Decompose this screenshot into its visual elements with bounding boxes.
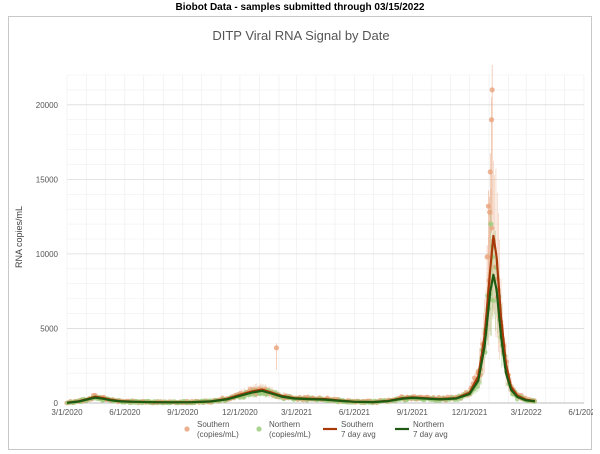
legend-sublabel: (copies/mL) — [197, 430, 239, 439]
chart-title: DITP Viral RNA Signal by Date — [212, 28, 389, 43]
grid-lines — [66, 74, 585, 404]
x-tick-label: 3/1/2021 — [281, 408, 313, 417]
y-tick-label: 10000 — [36, 250, 59, 259]
southern-point — [485, 203, 491, 209]
x-tick-label: 3/1/2022 — [511, 408, 543, 417]
x-tick-label: 6/1/2022 — [568, 408, 593, 417]
signal-bands — [66, 64, 536, 403]
y-axis-label: RNA copies/mL — [14, 206, 24, 268]
x-tick-label: 12/1/2021 — [452, 408, 488, 417]
legend: Southern(copies/mL)Northern(copies/mL)So… — [184, 420, 448, 439]
y-tick-labels: 0 5000 10000 15000 20000 — [36, 101, 59, 408]
x-tick-label: 9/1/2020 — [167, 408, 199, 417]
rna-signal-chart: DITP Viral RNA Signal by Date 0 5000 10000… — [14, 28, 593, 439]
northern-point — [488, 221, 494, 227]
chart-frame: DITP Viral RNA Signal by Date 0 5000 10000… — [8, 16, 593, 450]
y-tick-label: 5000 — [40, 324, 58, 333]
legend-label: Northern — [413, 420, 444, 429]
legend-swatch-point — [184, 426, 190, 432]
x-tick-label: 9/1/2021 — [397, 408, 429, 417]
southern-point — [487, 209, 493, 215]
y-tick-label: 0 — [54, 399, 59, 408]
southern-avg-line — [66, 234, 536, 404]
x-tick-label: 6/1/2020 — [109, 408, 141, 417]
southern-point — [489, 225, 495, 231]
legend-sublabel: (copies/mL) — [269, 430, 311, 439]
southern-point — [487, 169, 493, 175]
legend-sublabel: 7 day avg — [413, 430, 448, 439]
southern-point — [488, 117, 495, 123]
x-tick-labels: 3/1/2020 6/1/2020 9/1/2020 12/1/2020 3/1/202… — [51, 408, 593, 417]
x-tick-label: 6/1/2021 — [339, 408, 371, 417]
legend-swatch-point — [256, 426, 262, 432]
y-tick-label: 20000 — [36, 101, 59, 110]
data-points — [64, 87, 537, 406]
x-tick-label: 3/1/2020 — [51, 408, 83, 417]
southern-point — [489, 87, 495, 93]
legend-label: Southern — [197, 420, 229, 429]
southern-point — [484, 254, 490, 260]
northern-avg-line — [66, 273, 536, 404]
legend-label: Northern — [269, 420, 300, 429]
legend-sublabel: 7 day avg — [341, 430, 376, 439]
legend-label: Southern — [341, 420, 373, 429]
avg-lines — [66, 234, 536, 404]
northern-point — [491, 298, 497, 304]
southern-point — [273, 345, 280, 351]
x-tick-label: 12/1/2020 — [222, 408, 258, 417]
y-tick-label: 15000 — [36, 175, 59, 184]
chart-caption: Biobot Data - samples submitted through … — [175, 2, 425, 13]
